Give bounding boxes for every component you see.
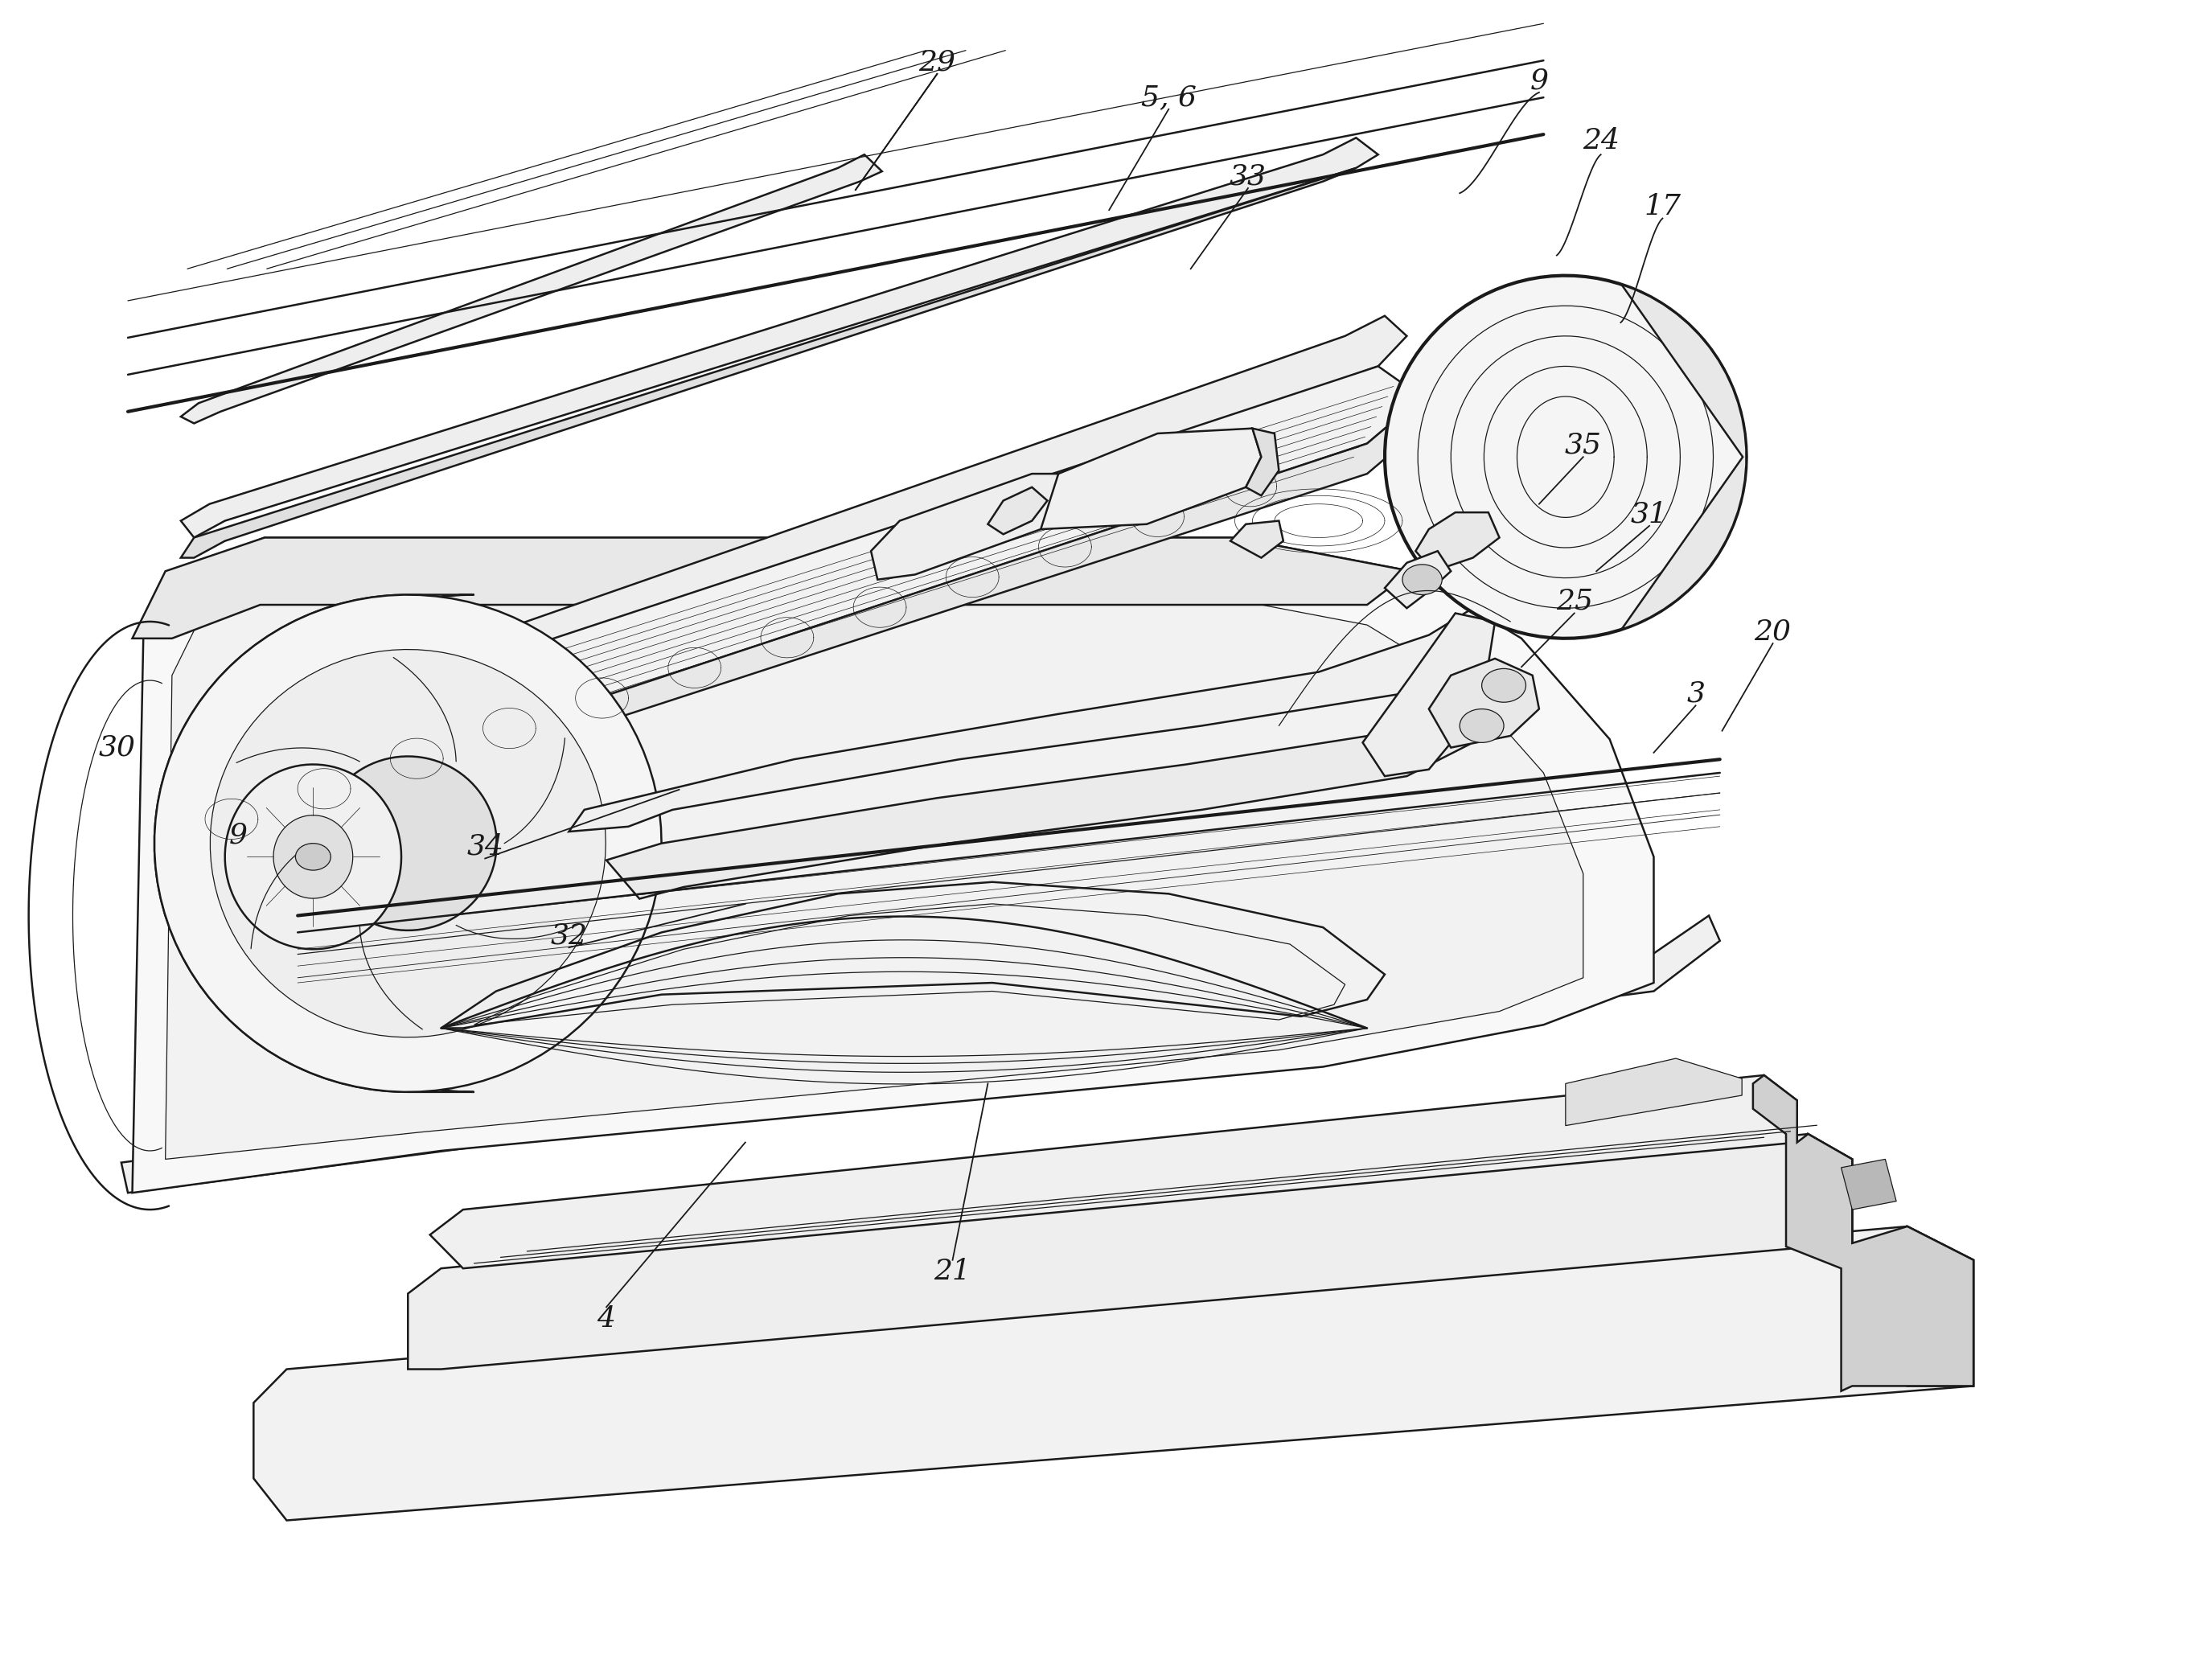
Text: 25: 25 (1557, 588, 1592, 615)
Text: 9: 9 (1530, 67, 1548, 94)
Polygon shape (1566, 1058, 1742, 1126)
Text: 3: 3 (1687, 680, 1704, 707)
Polygon shape (1230, 521, 1283, 558)
Polygon shape (1385, 276, 1746, 638)
Polygon shape (1621, 284, 1746, 630)
Text: 24: 24 (1583, 128, 1618, 155)
Polygon shape (1363, 613, 1495, 776)
Polygon shape (273, 815, 353, 899)
Circle shape (1402, 564, 1442, 595)
Circle shape (1482, 669, 1526, 702)
Polygon shape (1808, 1134, 1852, 1243)
Polygon shape (1429, 659, 1539, 748)
Polygon shape (1416, 512, 1499, 571)
Polygon shape (606, 706, 1482, 899)
Text: 30: 30 (99, 734, 135, 761)
Polygon shape (1246, 428, 1279, 496)
Polygon shape (569, 608, 1495, 832)
Polygon shape (132, 538, 1654, 1193)
Circle shape (295, 843, 331, 870)
Polygon shape (320, 756, 496, 931)
Text: 4: 4 (598, 1305, 615, 1332)
Circle shape (1460, 709, 1504, 743)
Polygon shape (121, 916, 1720, 1193)
Polygon shape (1841, 1159, 1896, 1210)
Text: 21: 21 (935, 1258, 970, 1285)
Text: 29: 29 (919, 49, 955, 76)
Polygon shape (209, 650, 606, 1037)
Text: 31: 31 (1632, 501, 1667, 528)
Polygon shape (181, 138, 1378, 538)
Polygon shape (1032, 428, 1261, 529)
Text: 32: 32 (551, 922, 587, 949)
Polygon shape (1385, 551, 1451, 608)
Polygon shape (430, 1075, 1797, 1268)
Text: 20: 20 (1755, 618, 1790, 645)
Polygon shape (132, 538, 1411, 638)
Text: 9: 9 (229, 822, 247, 848)
Polygon shape (194, 316, 1407, 759)
Polygon shape (988, 487, 1047, 534)
Polygon shape (408, 1134, 1852, 1369)
Polygon shape (181, 155, 882, 423)
Text: 5, 6: 5, 6 (1140, 84, 1197, 111)
Text: 34: 34 (467, 833, 503, 860)
Polygon shape (254, 1226, 1973, 1520)
Polygon shape (181, 410, 1407, 857)
Polygon shape (1907, 1226, 1973, 1386)
Polygon shape (871, 474, 1058, 580)
Text: 35: 35 (1566, 432, 1601, 459)
Polygon shape (181, 366, 1407, 832)
Polygon shape (181, 168, 1356, 558)
Polygon shape (154, 595, 474, 1092)
Polygon shape (165, 591, 1583, 1159)
Polygon shape (1753, 1075, 1973, 1391)
Text: 17: 17 (1645, 193, 1680, 220)
Polygon shape (225, 764, 401, 949)
Polygon shape (154, 595, 662, 1092)
Text: 33: 33 (1230, 163, 1266, 190)
